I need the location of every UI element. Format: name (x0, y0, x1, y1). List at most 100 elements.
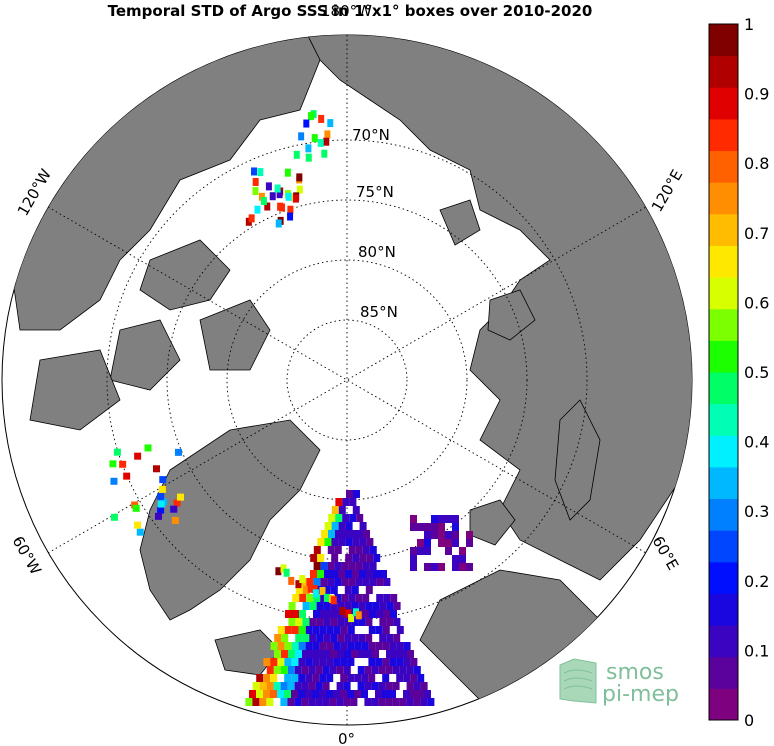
colorbar-cell (709, 498, 738, 531)
lon-label-180w: 180°W (321, 2, 372, 20)
std-pixel (273, 666, 281, 674)
std-pixel (176, 493, 184, 501)
std-pixel (356, 530, 363, 538)
std-pixel (351, 650, 358, 658)
colorbar-cell (709, 530, 738, 563)
std-pixel (330, 602, 338, 610)
std-pixel (302, 602, 310, 610)
std-pixel (346, 490, 353, 498)
std-pixel (298, 626, 306, 634)
std-pixel (392, 666, 400, 674)
lon-label-0: 0° (338, 730, 355, 746)
std-pixel (306, 594, 314, 602)
std-pixel (345, 522, 353, 530)
std-pixel (333, 626, 341, 634)
lon-label-120e: 120°E (648, 167, 686, 215)
std-pixel (347, 658, 355, 666)
std-pixel (245, 698, 253, 706)
std-pixel (327, 119, 334, 128)
std-pixel (298, 658, 306, 666)
std-pixel (466, 563, 473, 571)
std-pixel (276, 190, 283, 199)
std-pixel (288, 602, 296, 610)
std-pixel (266, 666, 274, 674)
std-pixel (452, 515, 459, 523)
std-pixel (366, 554, 374, 562)
std-pixel (258, 192, 265, 201)
std-pixel (340, 642, 348, 650)
std-pixel (312, 626, 320, 634)
std-pixel (322, 666, 330, 674)
std-pixel (355, 562, 363, 570)
std-pixel (352, 538, 360, 546)
std-pixel (302, 586, 310, 594)
std-pixel (288, 618, 296, 626)
std-pixel (305, 144, 312, 153)
std-pixel (317, 570, 324, 578)
std-pixel (157, 506, 165, 514)
colorbar-frame (708, 23, 739, 721)
std-pixel (393, 602, 401, 610)
std-pixel (313, 594, 321, 602)
std-pixel (445, 531, 452, 539)
colorbar-tick-label: 0.1 (744, 641, 769, 660)
std-pixel (376, 578, 384, 586)
std-pixel (159, 476, 167, 484)
std-pixel (294, 698, 302, 706)
std-pixel (324, 522, 332, 530)
graticule (47, 35, 647, 725)
std-pixel (330, 650, 337, 658)
std-pixel (319, 658, 327, 666)
std-pixel (383, 578, 391, 586)
colorbar-cell (709, 435, 738, 468)
std-pixel (316, 650, 323, 658)
std-pixel (155, 512, 163, 520)
std-pixel (445, 539, 452, 547)
std-pixel (368, 626, 376, 634)
std-pixel (351, 618, 359, 626)
std-pixel (320, 610, 327, 618)
std-pixel (254, 205, 261, 214)
std-pixel (320, 562, 328, 570)
std-pixel (299, 594, 307, 602)
std-pixel (362, 594, 370, 602)
std-pixel (386, 650, 393, 658)
colorbar-cell (709, 118, 738, 152)
std-pixel (260, 197, 267, 206)
std-pixel (308, 666, 316, 674)
std-pixel (376, 594, 384, 602)
std-pixel (341, 562, 349, 570)
std-pixel (379, 602, 387, 610)
std-pixel (269, 192, 276, 201)
std-pixel (323, 593, 330, 602)
std-pixel (292, 610, 299, 618)
std-pixel (396, 626, 404, 634)
std-pixel (302, 650, 309, 658)
std-pixel (343, 698, 351, 706)
std-pixel (291, 642, 299, 650)
std-pixel (301, 698, 309, 706)
std-pixel (459, 563, 466, 571)
std-pixel (323, 137, 330, 146)
std-pixel (347, 674, 355, 682)
std-pixel (445, 515, 452, 523)
std-pixel (274, 650, 281, 658)
std-pixel (280, 666, 288, 674)
std-pixel (152, 465, 160, 473)
land-layer (9, 35, 692, 725)
std-pixel (321, 530, 328, 538)
std-pixel (427, 698, 435, 706)
std-pixel (249, 690, 256, 698)
std-pixel (365, 634, 373, 642)
std-pixel (365, 650, 372, 658)
std-pixel (354, 674, 362, 682)
std-pixel (295, 650, 302, 658)
std-pixel (173, 499, 181, 507)
std-pixel (334, 562, 342, 570)
std-pixel (389, 690, 396, 698)
std-pixel (312, 674, 320, 682)
std-pixel (424, 547, 431, 555)
std-pixel (315, 698, 323, 706)
std-pixel (295, 618, 303, 626)
std-pixel (298, 132, 305, 141)
